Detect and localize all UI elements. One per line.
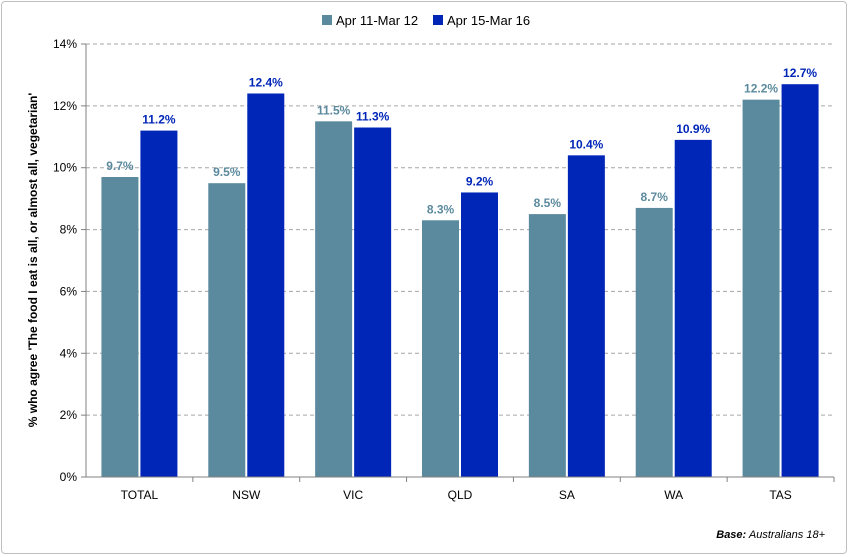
- bar-wa-series-2: [674, 139, 712, 477]
- data-label: 9.5%: [213, 165, 241, 179]
- data-label: 8.3%: [427, 202, 455, 216]
- data-label: 12.7%: [783, 66, 817, 80]
- data-label: 8.7%: [641, 190, 669, 204]
- bar-sa-series-1: [528, 214, 566, 477]
- bars: [101, 84, 819, 478]
- legend-swatch-apr11-mar12: [322, 15, 332, 25]
- y-tick-label: 4%: [60, 346, 78, 360]
- bar-sa-series-2: [567, 155, 605, 478]
- x-category-label: TAS: [769, 488, 791, 502]
- x-category-label: WA: [664, 488, 683, 502]
- bar-nsw-series-1: [208, 183, 246, 477]
- y-tick-label: 2%: [60, 408, 78, 422]
- bar-vic-series-2: [354, 127, 392, 477]
- bar-tas-series-2: [781, 84, 819, 477]
- y-tick-label: 8%: [60, 223, 78, 237]
- x-category-label: QLD: [448, 488, 473, 502]
- y-tick-label: 6%: [60, 284, 78, 298]
- gridlines: [86, 43, 834, 416]
- data-label: 11.2%: [142, 113, 176, 127]
- data-label: 12.4%: [249, 75, 283, 89]
- bar-wa-series-1: [635, 207, 673, 477]
- y-tick-label: 14%: [53, 37, 77, 51]
- bar-total-series-1: [101, 176, 139, 477]
- data-label: 9.2%: [466, 174, 494, 188]
- data-labels: 9.7% 11.2% 9.5% 12.4% 11.5% 11.3% 8.3% 9.2% 8.5%…: [106, 66, 817, 216]
- legend-swatch-apr15-mar16: [433, 15, 443, 25]
- bar-nsw-series-2: [247, 93, 285, 477]
- legend-label-apr11-mar12: Apr 11-Mar 12: [336, 13, 418, 28]
- y-axis-ticks: 0% 2% 4% 6% 8% 10% 12% 14%: [53, 37, 86, 484]
- x-category-label: NSW: [232, 488, 261, 502]
- base-footnote: Base: Australians 18+: [716, 529, 825, 541]
- base-footnote-bold: Base:: [716, 529, 746, 541]
- y-tick-label: 0%: [60, 470, 78, 484]
- bar-qld-series-2: [461, 192, 498, 477]
- axes: [85, 44, 834, 478]
- data-label: 8.5%: [534, 196, 562, 210]
- y-tick-label: 12%: [53, 99, 77, 113]
- data-label: 12.2%: [744, 82, 778, 96]
- bar-total-series-2: [140, 130, 178, 477]
- data-label: 9.7%: [106, 159, 134, 173]
- x-category-label: TOTAL: [121, 488, 159, 502]
- legend-label-apr15-mar16: Apr 15-Mar 16: [447, 13, 530, 28]
- base-footnote-text: Australians 18+: [746, 529, 825, 541]
- bar-qld-series-1: [422, 220, 459, 478]
- x-category-label: SA: [559, 488, 575, 502]
- data-label: 11.3%: [356, 110, 390, 124]
- data-label: 10.9%: [676, 122, 710, 136]
- x-category-label: VIC: [343, 488, 363, 502]
- legend: Apr 11-Mar 12 Apr 15-Mar 16: [322, 13, 530, 28]
- data-label: 11.5%: [317, 103, 351, 117]
- y-axis-label: % who agree 'The food I eat is all, or a…: [26, 93, 40, 428]
- y-tick-label: 10%: [53, 161, 77, 175]
- data-label: 10.4%: [569, 137, 603, 151]
- bar-vic-series-1: [315, 121, 353, 478]
- x-axis-categories: TOTAL NSW VIC QLD SA WA TAS: [121, 477, 835, 502]
- bar-tas-series-1: [742, 99, 780, 478]
